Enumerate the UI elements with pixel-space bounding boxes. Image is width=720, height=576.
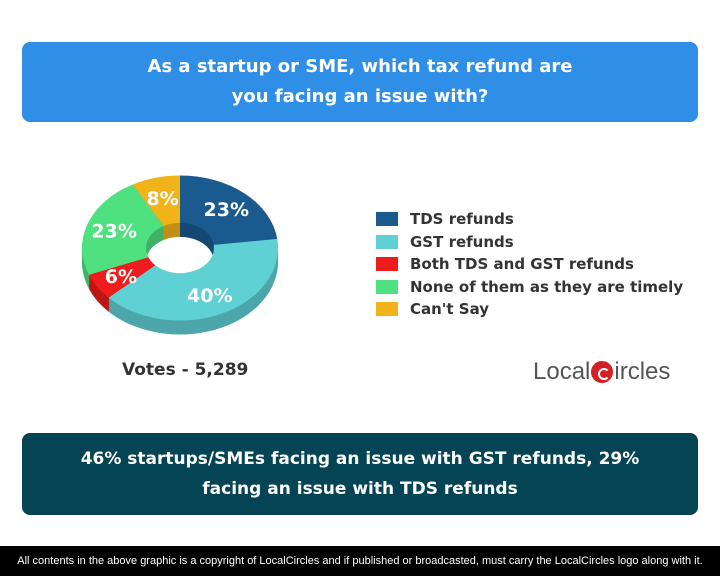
legend-item: Can't Say (376, 298, 683, 321)
conclusion-banner: 46% startups/SMEs facing an issue with G… (22, 433, 698, 515)
slice-3 (82, 184, 164, 275)
legend-swatch (376, 279, 398, 294)
slice-2 (88, 257, 156, 298)
slice-1 (108, 238, 278, 321)
map-pin-icon (591, 361, 614, 383)
question-text: As a startup or SME, which tax refund ar… (147, 56, 573, 107)
legend-label: TDS refunds (410, 210, 514, 229)
slice-0 (180, 175, 278, 245)
data-label: 6% (105, 266, 137, 288)
copyright-footer: All contents in the above graphic is a c… (0, 546, 720, 576)
legend-item: TDS refunds (376, 208, 683, 231)
legend-swatch (376, 234, 398, 249)
data-label: 8% (146, 188, 178, 210)
votes-count: Votes - 5,289 (122, 360, 249, 380)
legend-item: None of them as they are timely (376, 276, 683, 299)
conclusion-text: 46% startups/SMEs facing an issue with G… (80, 449, 640, 499)
legend-swatch (376, 212, 398, 227)
legend-label: Can't Say (410, 300, 490, 319)
legend-swatch (376, 257, 398, 272)
logo-text: ircles (614, 358, 671, 385)
legend: TDS refunds GST refunds Both TDS and GST… (376, 208, 683, 321)
data-label: 23% (91, 220, 136, 242)
logo-text: Local (533, 358, 591, 385)
legend-label: None of them as they are timely (410, 277, 684, 296)
data-label: 23% (204, 199, 249, 221)
donut-chart: 23% 40% 6% 23% 8% (82, 175, 278, 335)
localcircles-logo: Local ircles (533, 358, 670, 386)
legend-swatch (376, 302, 398, 317)
legend-label: GST refunds (410, 232, 514, 251)
data-label: 40% (187, 285, 232, 307)
legend-item: Both TDS and GST refunds (376, 253, 683, 276)
question-banner: As a startup or SME, which tax refund ar… (22, 42, 698, 122)
slice-4 (132, 175, 180, 226)
legend-label: Both TDS and GST refunds (410, 255, 634, 274)
legend-item: GST refunds (376, 231, 683, 254)
